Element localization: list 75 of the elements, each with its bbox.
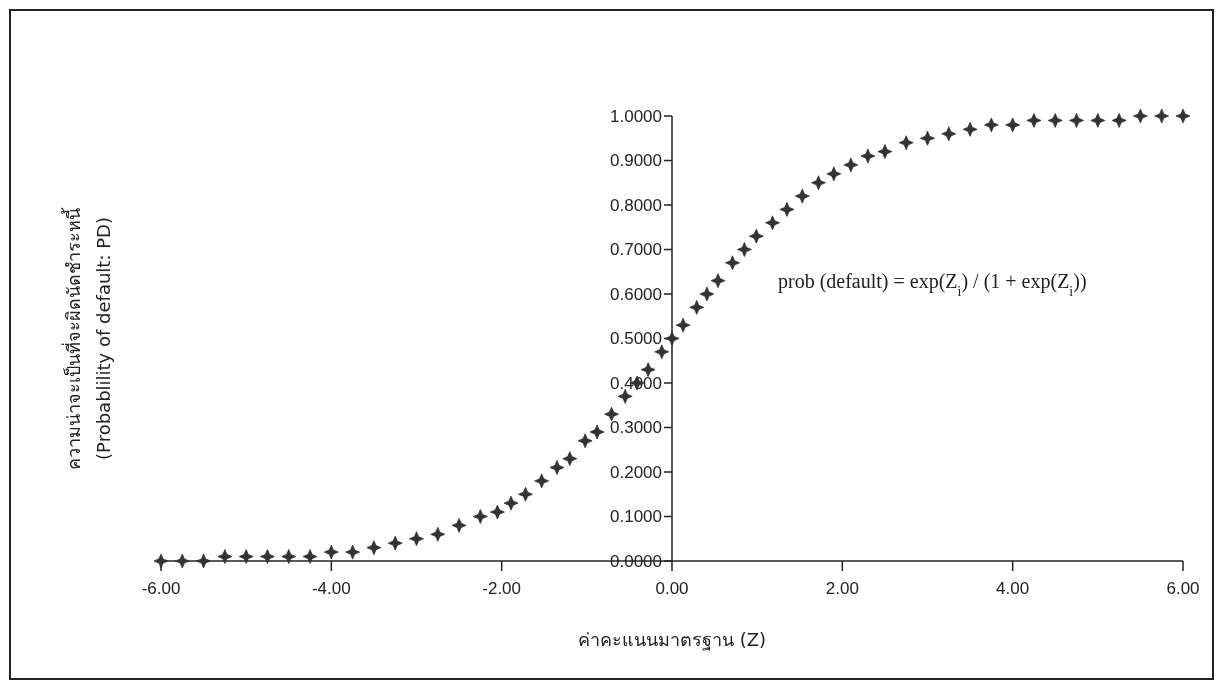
x-tick-label: 6.00 xyxy=(1166,579,1200,598)
point xyxy=(577,433,593,449)
point xyxy=(281,549,297,564)
point xyxy=(898,135,914,151)
point xyxy=(490,504,505,520)
point xyxy=(472,509,488,524)
point xyxy=(811,175,826,191)
point xyxy=(549,460,565,475)
point xyxy=(826,166,842,182)
y-tick-label: 0.3000 xyxy=(610,418,662,438)
point xyxy=(1175,108,1191,124)
annotation: prob (default) = exp(Z$_{i}$) / (1 + exp(Z$_{i}$)) xyxy=(778,270,1087,299)
x-tick-label: 2.00 xyxy=(825,579,859,598)
point xyxy=(920,130,935,146)
point xyxy=(260,549,275,564)
point xyxy=(1090,113,1106,128)
point xyxy=(765,215,780,231)
point xyxy=(748,228,764,244)
point xyxy=(503,495,519,511)
x-tick-label: -4.00 xyxy=(311,579,351,598)
point xyxy=(1005,117,1021,133)
point xyxy=(654,344,670,360)
point xyxy=(962,121,978,137)
point xyxy=(664,331,680,346)
point xyxy=(699,286,715,302)
point xyxy=(1047,113,1063,128)
point xyxy=(562,451,578,467)
point xyxy=(710,273,726,289)
y-tick-label: 0.1000 xyxy=(610,507,662,527)
point xyxy=(1133,108,1148,124)
point xyxy=(366,540,382,556)
y-tick-label: 0.6000 xyxy=(610,284,662,304)
y-tick-label: 0.2000 xyxy=(610,462,662,482)
point xyxy=(387,535,403,551)
point xyxy=(196,553,211,569)
point xyxy=(689,299,705,315)
x-tick-label: -6.00 xyxy=(141,579,181,598)
point xyxy=(779,202,795,217)
point xyxy=(174,553,190,569)
point xyxy=(451,518,467,533)
point xyxy=(640,362,656,378)
point xyxy=(860,148,876,164)
point xyxy=(736,242,752,257)
y-axis-title: ความน่าจะเป็นที่จะผิดนัดชำระหนี้ (Probablility of default: PD) xyxy=(61,206,114,470)
point xyxy=(534,473,550,489)
y-tick-label: 0.8000 xyxy=(610,195,662,215)
point xyxy=(518,486,533,502)
point xyxy=(238,549,254,564)
point xyxy=(877,144,893,159)
point xyxy=(604,406,619,422)
point xyxy=(430,526,446,542)
x-axis-title: ค่าคะแนนมาตรฐาน (Z) xyxy=(577,629,767,651)
point xyxy=(1154,108,1170,124)
point xyxy=(725,255,740,271)
x-tick-label: 4.00 xyxy=(996,579,1030,598)
point xyxy=(794,188,810,204)
point xyxy=(941,126,957,142)
y-tick-label: 1.0000 xyxy=(610,106,662,126)
y-tick-label: 0.5000 xyxy=(610,329,662,349)
point xyxy=(409,531,424,547)
point xyxy=(983,117,999,133)
point xyxy=(345,544,361,560)
point xyxy=(1111,113,1127,128)
point xyxy=(217,549,233,564)
point xyxy=(1069,113,1084,128)
point xyxy=(675,317,691,333)
y-tick-label: 0.7000 xyxy=(610,240,662,260)
point xyxy=(589,424,605,440)
x-tick-label: -2.00 xyxy=(482,579,522,598)
y-tick-label: 0.9000 xyxy=(610,151,662,171)
point xyxy=(843,157,859,173)
x-tick-label: 0.00 xyxy=(655,579,689,598)
point xyxy=(1026,113,1042,128)
point xyxy=(323,544,339,560)
point xyxy=(302,549,318,564)
